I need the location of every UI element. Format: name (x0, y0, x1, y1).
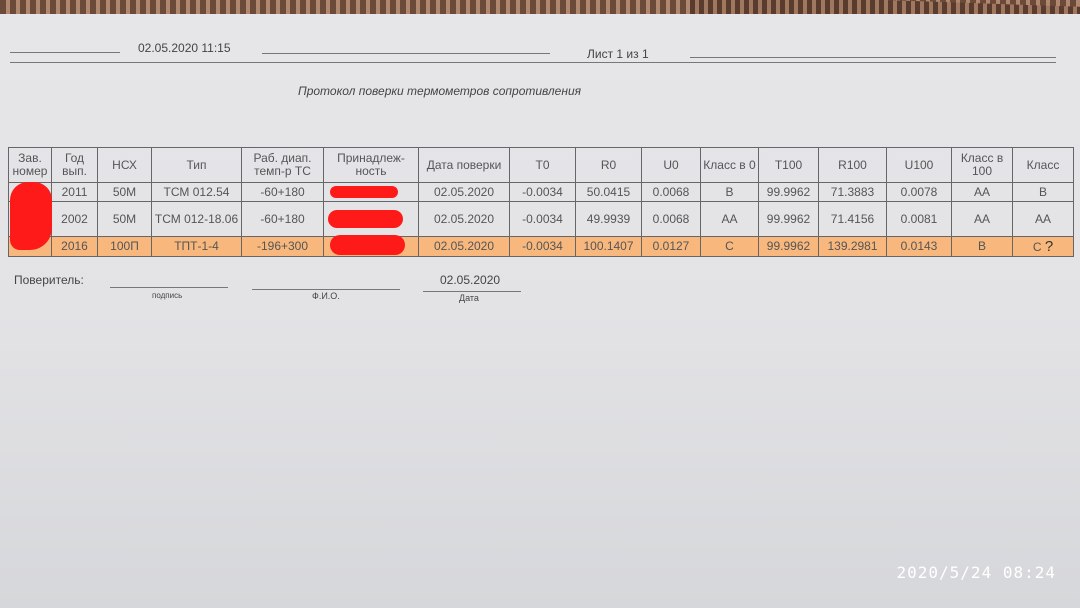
cell: -60+180 (241, 182, 324, 202)
cell: AA (700, 201, 759, 237)
verification-table: Зав. номер Год вып. НСХ Тип Раб. диап. т… (8, 147, 1074, 257)
name-caption: Ф.И.О. (312, 291, 340, 301)
col-t0: T0 (509, 147, 576, 183)
cell: 0.0068 (641, 182, 701, 202)
col-serial: Зав. номер (8, 147, 52, 183)
sheet-number: Лист 1 из 1 (587, 47, 649, 61)
redaction-mark (10, 182, 52, 250)
cell: -196+300 (241, 236, 324, 257)
cell: 100.1407 (575, 236, 642, 257)
cell: B (700, 182, 759, 202)
col-owner: Принадлеж-ность (323, 147, 419, 183)
col-u0: U0 (641, 147, 701, 183)
cell: AA (1012, 201, 1074, 237)
cell: 0.0081 (886, 201, 952, 237)
cell: -0.0034 (509, 201, 576, 237)
cell: 99.9962 (758, 236, 819, 257)
cell: AA (951, 201, 1013, 237)
redaction-mark (328, 210, 403, 228)
cell: 2011 (51, 182, 98, 202)
table-header-row: Зав. номер Год вып. НСХ Тип Раб. диап. т… (8, 147, 1074, 183)
col-class100: Класс в 100 (951, 147, 1013, 183)
date-caption: Дата (459, 293, 479, 303)
cell: B (1012, 182, 1074, 202)
cell: C ? (1012, 236, 1074, 257)
cell: 2002 (51, 201, 98, 237)
cell: 02.05.2020 (418, 182, 510, 202)
header-rule (10, 62, 1056, 63)
col-t100: T100 (758, 147, 819, 183)
cell: 71.3883 (818, 182, 887, 202)
table-row-highlighted: 2016 100П ТПТ-1-4 -196+300 02.05.2020 -0.0034… (8, 236, 1074, 257)
header-rule (262, 53, 550, 54)
cell: 71.4156 (818, 201, 887, 237)
col-r100: R100 (818, 147, 887, 183)
paper-sheet (0, 14, 1080, 608)
header-rule (10, 52, 120, 53)
date-line (423, 291, 521, 292)
signature-line (110, 287, 228, 288)
handwritten-question-mark: ? (1044, 237, 1054, 255)
cell: 139.2981 (818, 236, 887, 257)
col-nsh: НСХ (97, 147, 152, 183)
cell: ТСМ 012-18.06 (151, 201, 242, 237)
redaction-mark (330, 235, 405, 255)
cell: ТСМ 012.54 (151, 182, 242, 202)
cell: 2016 (51, 236, 98, 257)
cell: -0.0034 (509, 236, 576, 257)
cell: C (700, 236, 759, 257)
cell: 50М (97, 201, 152, 237)
table-row: 2011 50М ТСМ 012.54 -60+180 02.05.2020 -0.003… (8, 182, 1074, 202)
cell: 02.05.2020 (418, 236, 510, 257)
cell: 02.05.2020 (418, 201, 510, 237)
redaction-mark (330, 186, 398, 198)
col-class: Класс (1012, 147, 1074, 183)
cell: 0.0143 (886, 236, 952, 257)
name-line (252, 289, 400, 290)
cell: 50М (97, 182, 152, 202)
header-datetime: 02.05.2020 11:15 (138, 41, 231, 55)
cell: ТПТ-1-4 (151, 236, 242, 257)
col-year: Год вып. (51, 147, 98, 183)
cell: B (951, 236, 1013, 257)
header-rule (690, 57, 1056, 58)
cell: 49.9939 (575, 201, 642, 237)
verifier-label: Поверитель: (14, 273, 84, 287)
table-row: 2002 50М ТСМ 012-18.06 -60+180 02.05.2020 -0.… (8, 201, 1074, 237)
col-class0: Класс в 0 (700, 147, 759, 183)
col-range: Раб. диап. темп-р ТС (241, 147, 324, 183)
cell: 0.0078 (886, 182, 952, 202)
signature-caption: подпись (152, 291, 183, 300)
col-type: Тип (151, 147, 242, 183)
col-u100: U100 (886, 147, 952, 183)
cell: 0.0127 (641, 236, 701, 257)
cell: 100П (97, 236, 152, 257)
cell: 0.0068 (641, 201, 701, 237)
cell-text: C (1032, 239, 1042, 254)
photo-timestamp: 2020/5/24 08:24 (896, 563, 1056, 582)
cell: 99.9962 (758, 201, 819, 237)
document-title: Протокол поверки термометров сопротивлен… (298, 84, 582, 98)
col-r0: R0 (575, 147, 642, 183)
cell: AA (951, 182, 1013, 202)
cell: 50.0415 (575, 182, 642, 202)
col-date: Дата поверки (418, 147, 510, 183)
cell: 99.9962 (758, 182, 819, 202)
cell: -0.0034 (509, 182, 576, 202)
footer-date: 02.05.2020 (440, 273, 501, 287)
cell: -60+180 (241, 201, 324, 237)
